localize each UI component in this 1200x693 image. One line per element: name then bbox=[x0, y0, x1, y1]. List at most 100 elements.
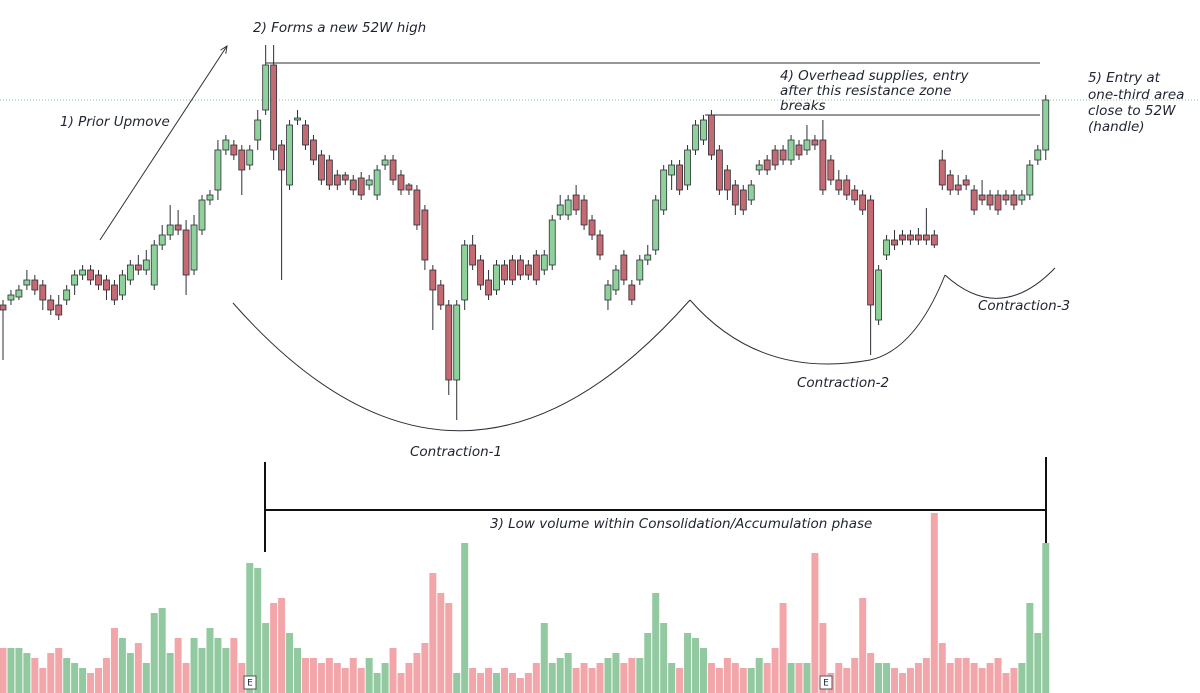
earnings-box[interactable] bbox=[243, 675, 257, 690]
candle-body bbox=[278, 144, 286, 171]
volume-bar bbox=[835, 663, 843, 693]
candle-body bbox=[907, 234, 914, 241]
volume-bar bbox=[87, 673, 95, 693]
volume-bar bbox=[333, 663, 341, 693]
volume-bar bbox=[39, 668, 47, 693]
volume-bar bbox=[524, 673, 532, 693]
candle-body bbox=[628, 284, 636, 301]
candle-body bbox=[150, 244, 158, 286]
candle-body bbox=[676, 164, 683, 191]
volume-bar bbox=[198, 648, 206, 693]
candle-body bbox=[485, 279, 492, 296]
volume-bar bbox=[174, 638, 182, 693]
volume-bar bbox=[365, 658, 373, 693]
volume-bar bbox=[906, 668, 914, 693]
annotation: Contraction-3 bbox=[978, 298, 1070, 314]
candle-body bbox=[47, 299, 55, 311]
volume-bar bbox=[628, 658, 636, 693]
volume-bar bbox=[914, 663, 922, 693]
candle-body bbox=[190, 224, 198, 271]
volume-bar bbox=[0, 648, 7, 693]
candle-body bbox=[556, 204, 564, 216]
candle-body bbox=[71, 274, 79, 286]
volume-bar bbox=[604, 658, 612, 693]
volume-bar bbox=[930, 513, 938, 693]
candle-body bbox=[747, 184, 755, 201]
annotation: (handle) bbox=[1088, 119, 1145, 135]
candle-body bbox=[246, 149, 254, 166]
earnings-label[interactable]: E bbox=[823, 679, 829, 689]
candle-body bbox=[166, 224, 174, 236]
candle-body bbox=[142, 259, 150, 271]
candle-body bbox=[851, 189, 859, 201]
volume-bar bbox=[429, 573, 437, 693]
candle-body bbox=[843, 179, 851, 196]
candle-body bbox=[620, 254, 628, 281]
candle-body bbox=[7, 294, 15, 301]
volume-bar bbox=[325, 658, 333, 693]
annotation-shapes bbox=[0, 46, 1200, 552]
annotation: 1) Prior Upmove bbox=[60, 114, 170, 130]
candle-body bbox=[922, 234, 930, 241]
candle-body bbox=[198, 199, 206, 231]
candle-body bbox=[588, 219, 596, 236]
volume-bar bbox=[843, 668, 851, 693]
volume-bar bbox=[867, 653, 875, 693]
volume-bar bbox=[357, 668, 365, 693]
candle-body bbox=[31, 279, 39, 291]
volume-bar bbox=[222, 648, 230, 693]
candle-body bbox=[134, 264, 142, 271]
volume-bar bbox=[214, 638, 222, 693]
candle-body bbox=[397, 174, 405, 191]
volume-bar bbox=[134, 643, 142, 693]
candle-body bbox=[286, 124, 293, 186]
volume-bar bbox=[994, 658, 1002, 693]
candle-body bbox=[668, 164, 676, 176]
candle-body bbox=[867, 199, 875, 306]
candle-body bbox=[946, 174, 954, 191]
volume-bar bbox=[859, 598, 867, 693]
candle-body bbox=[580, 199, 588, 226]
volume-bar bbox=[301, 658, 309, 693]
annotation: Contraction-1 bbox=[410, 444, 502, 460]
earnings-box[interactable] bbox=[819, 675, 833, 690]
volume-bar bbox=[978, 668, 986, 693]
candle-body bbox=[994, 194, 1002, 211]
volume-bar bbox=[461, 543, 469, 693]
candle-body bbox=[938, 159, 946, 186]
volume-bar bbox=[453, 673, 461, 693]
volume-bar bbox=[819, 623, 827, 693]
volume-bar bbox=[938, 643, 946, 693]
candle-body bbox=[501, 264, 508, 281]
volume-bar bbox=[556, 658, 564, 693]
candle-body bbox=[79, 269, 86, 276]
candle-body bbox=[962, 179, 970, 186]
volume-bar bbox=[238, 663, 246, 693]
candle-body bbox=[779, 149, 787, 161]
candle-body bbox=[660, 169, 668, 211]
earnings-markers: E E bbox=[243, 675, 833, 690]
volume-bar bbox=[1010, 668, 1018, 693]
candle-body bbox=[692, 124, 699, 151]
candle-body bbox=[1034, 149, 1042, 161]
candle-body bbox=[524, 264, 532, 276]
volume-bar bbox=[7, 648, 15, 693]
volume-bar bbox=[150, 613, 158, 693]
candle-body bbox=[119, 274, 126, 296]
candle-body bbox=[684, 149, 691, 186]
candle-body bbox=[230, 144, 238, 156]
candle-body bbox=[445, 304, 453, 381]
volume-bar bbox=[102, 658, 110, 693]
volume-bar bbox=[851, 658, 859, 693]
volume-bar bbox=[875, 663, 883, 693]
volume-bar bbox=[254, 568, 262, 693]
volume-bar bbox=[79, 668, 87, 693]
candle-body bbox=[859, 194, 867, 211]
earnings-label[interactable]: E bbox=[247, 679, 253, 689]
candle-body bbox=[915, 234, 922, 241]
volume-bar bbox=[540, 623, 548, 693]
volume-bar bbox=[922, 658, 930, 693]
volume-bar bbox=[596, 663, 604, 693]
contraction-1-curve bbox=[232, 299, 691, 432]
candle-body bbox=[891, 239, 898, 246]
